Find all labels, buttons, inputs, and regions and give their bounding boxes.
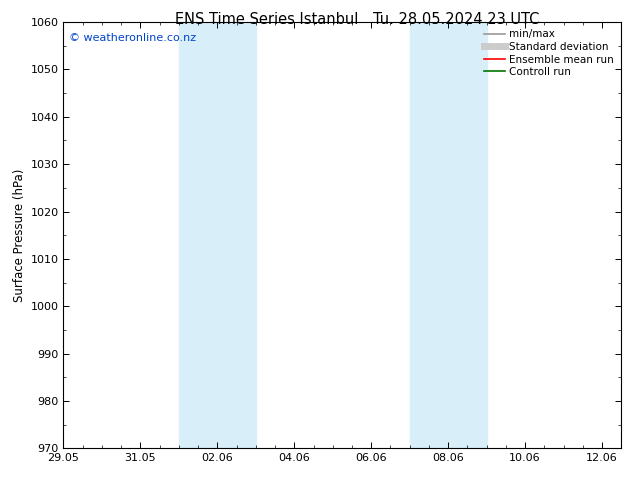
Y-axis label: Surface Pressure (hPa): Surface Pressure (hPa)	[13, 169, 26, 302]
Text: © weatheronline.co.nz: © weatheronline.co.nz	[69, 33, 196, 43]
Text: Tu. 28.05.2024 23 UTC: Tu. 28.05.2024 23 UTC	[373, 12, 540, 27]
Legend: min/max, Standard deviation, Ensemble mean run, Controll run: min/max, Standard deviation, Ensemble me…	[482, 27, 616, 79]
Text: ENS Time Series Istanbul: ENS Time Series Istanbul	[174, 12, 358, 27]
Bar	[179, 22, 256, 448]
Bar	[410, 22, 487, 448]
